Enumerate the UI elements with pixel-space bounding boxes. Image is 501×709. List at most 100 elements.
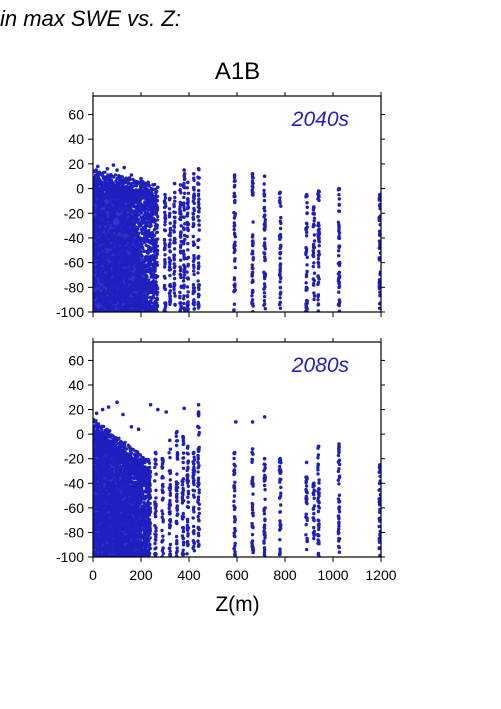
data-point [124, 179, 128, 183]
data-point [181, 297, 186, 301]
data-point [278, 237, 282, 241]
data-point [142, 193, 146, 197]
data-point [337, 309, 342, 312]
data-point [113, 190, 117, 194]
data-point [127, 176, 131, 180]
data-point [141, 238, 145, 242]
data-point [111, 437, 115, 441]
data-point [153, 269, 157, 273]
data-point [172, 224, 176, 228]
data-point [182, 286, 186, 290]
data-point [304, 302, 308, 306]
data-point [232, 224, 236, 228]
data-point [94, 173, 98, 177]
data-point [196, 205, 201, 209]
data-point [278, 266, 282, 270]
data-point [196, 245, 200, 250]
data-point [145, 191, 149, 195]
data-point [186, 248, 190, 252]
data-point [148, 290, 152, 295]
data-point [154, 231, 158, 235]
data-point [232, 302, 237, 306]
data-point [179, 275, 183, 280]
data-point [146, 220, 150, 224]
data-point [151, 308, 155, 312]
y-tick-label: -100 [56, 304, 84, 320]
data-point [337, 197, 341, 201]
data-point [146, 269, 150, 273]
y-tick-label: 20 [68, 156, 84, 172]
data-point [183, 222, 187, 226]
data-point [163, 258, 167, 262]
data-point [144, 223, 148, 227]
data-point [251, 256, 255, 260]
data-point [143, 259, 147, 263]
data-point [139, 211, 144, 215]
data-point [250, 193, 255, 197]
data-point [186, 228, 190, 232]
dense-point-mass [93, 188, 149, 312]
data-point [172, 256, 176, 260]
data-point [262, 303, 266, 307]
data-point [196, 214, 200, 219]
data-point [186, 211, 190, 215]
data-point [147, 184, 151, 188]
data-point [197, 228, 201, 232]
data-point [311, 277, 315, 281]
data-point [156, 215, 160, 219]
data-point [196, 271, 200, 275]
data-point [262, 174, 267, 178]
data-point [197, 219, 201, 223]
data-point [179, 201, 183, 205]
data-point [145, 255, 149, 259]
data-point [149, 246, 153, 250]
data-point [337, 193, 341, 197]
data-point [378, 293, 381, 298]
data-point [263, 258, 267, 262]
data-point [305, 230, 309, 235]
data-point [278, 250, 283, 255]
data-point [148, 225, 152, 229]
data-point [148, 302, 152, 306]
data-point [141, 205, 145, 209]
data-point [232, 194, 236, 199]
data-point [262, 182, 266, 186]
data-point [149, 268, 153, 272]
data-point [151, 265, 155, 269]
data-point [163, 196, 168, 200]
data-point [136, 205, 140, 209]
data-point [139, 198, 143, 202]
data-point [278, 306, 283, 310]
data-point [185, 256, 189, 261]
data-point [196, 167, 201, 171]
data-point [168, 265, 172, 269]
data-point [140, 193, 144, 197]
data-point [107, 178, 111, 182]
data-point [262, 244, 266, 248]
data-point [139, 185, 143, 189]
data-point [106, 188, 110, 192]
data-point [111, 175, 116, 179]
data-point [186, 290, 190, 294]
data-point [110, 184, 114, 188]
data-point [153, 243, 157, 247]
data-point [149, 285, 153, 289]
data-point [336, 261, 341, 266]
data-point [152, 202, 156, 206]
data-point [163, 192, 167, 197]
data-point [163, 220, 167, 224]
data-point [172, 240, 177, 244]
data-point [154, 297, 159, 301]
data-point [312, 239, 317, 243]
data-point [138, 237, 143, 241]
data-point [163, 200, 167, 205]
data-point [278, 199, 282, 203]
data-point [304, 305, 309, 309]
data-point [312, 245, 317, 250]
data-point [151, 254, 155, 258]
data-point [147, 306, 151, 310]
data-point [263, 247, 267, 251]
data-point [377, 286, 381, 291]
data-point [141, 246, 145, 251]
data-point [153, 253, 157, 257]
